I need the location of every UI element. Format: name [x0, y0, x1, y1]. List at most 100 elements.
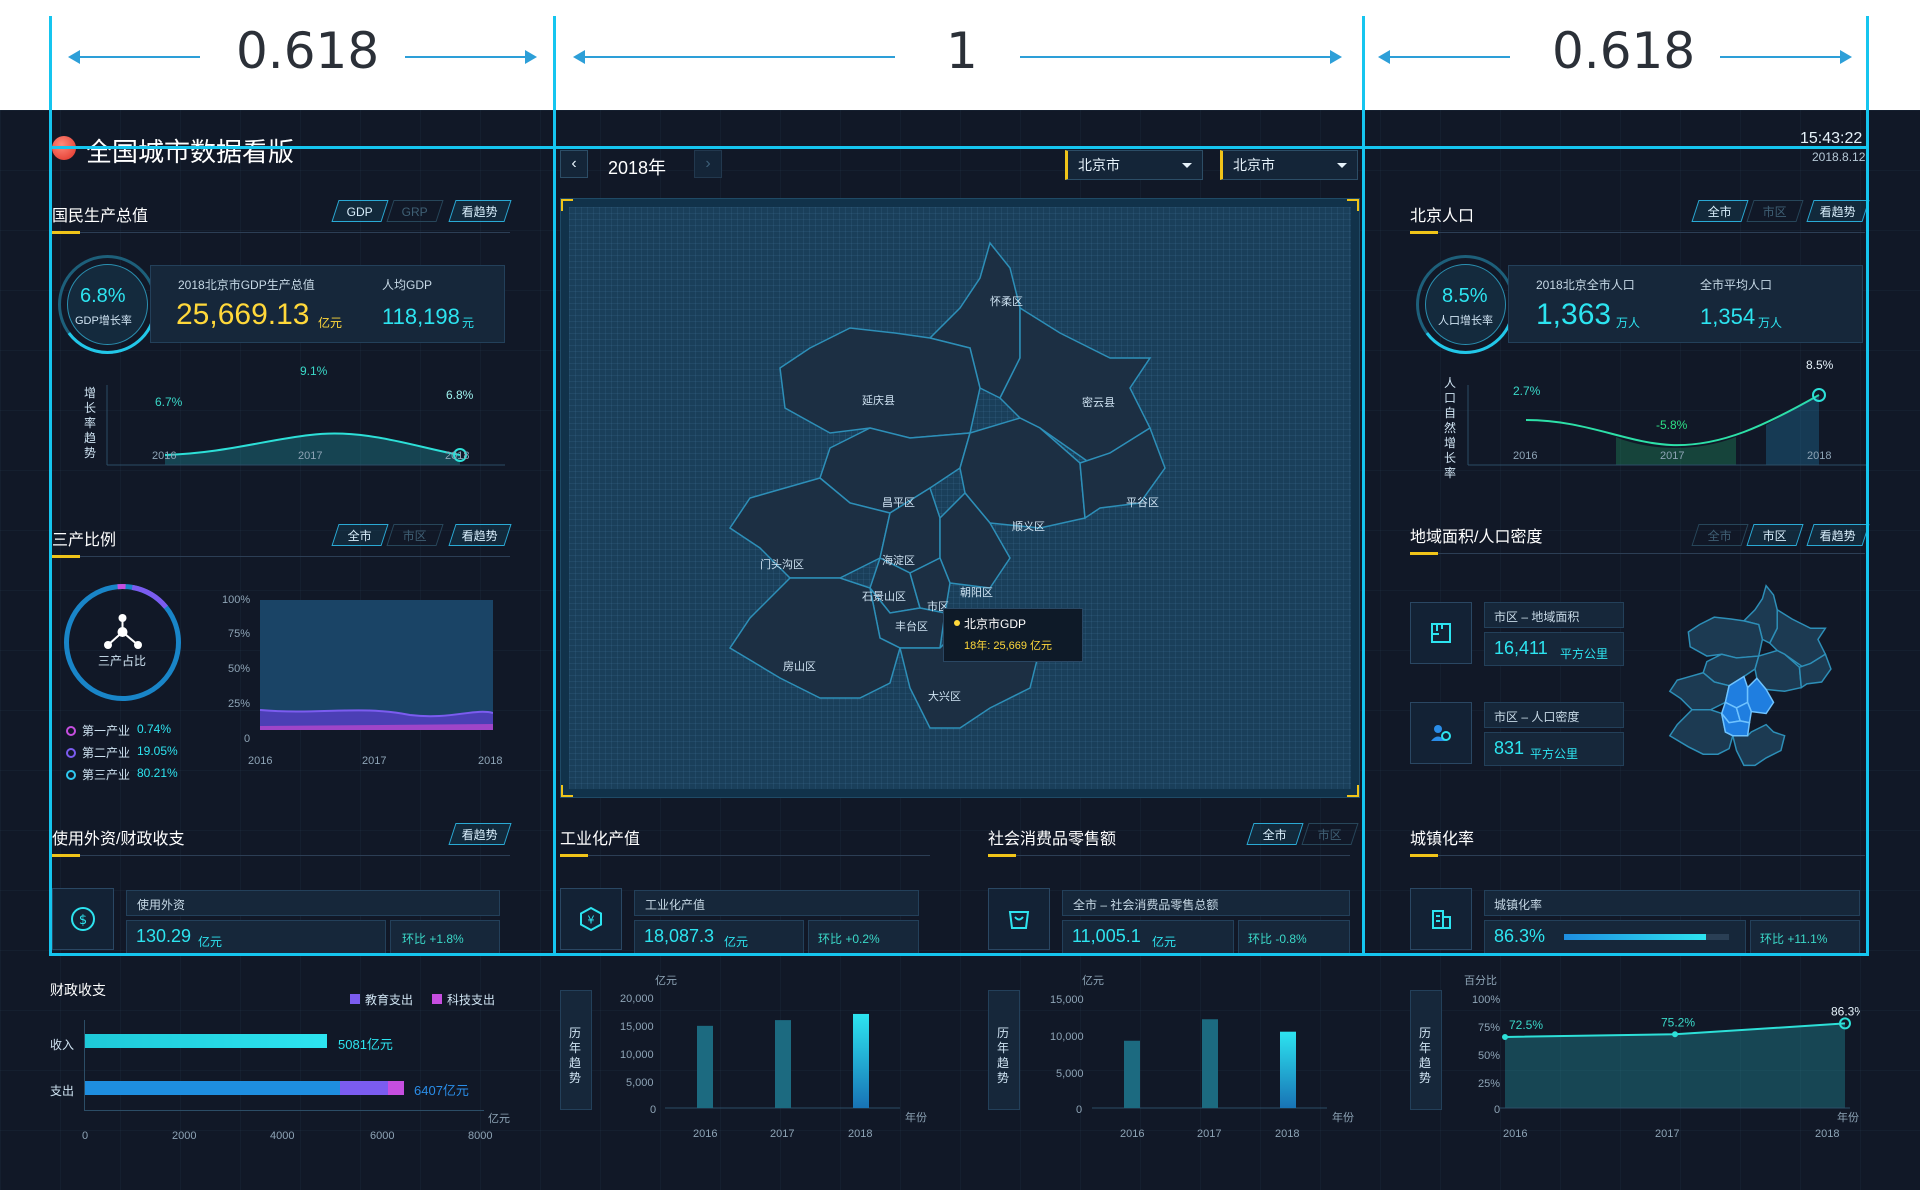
foreign-change: 环比 +1.8%	[402, 932, 464, 946]
map-label: 昌平区	[882, 497, 915, 509]
x-tick: 2018	[1275, 1128, 1300, 1140]
map-label: 延庆县	[862, 395, 895, 407]
chip-trend[interactable]: 看趋势	[448, 823, 512, 845]
y-tick: 25%	[228, 698, 251, 710]
population-summary-card	[1508, 265, 1863, 343]
x-tick: 2017	[1197, 1128, 1222, 1140]
legend-name: 第一产业	[82, 724, 131, 738]
prev-year-button[interactable]: ‹	[560, 150, 588, 178]
urban-section-title: 城镇化率	[1410, 831, 1475, 848]
population-rate-value: 8.5%	[1442, 285, 1488, 307]
corner-mark	[561, 785, 573, 797]
map-label: 丰台区	[895, 621, 928, 633]
chip-urban[interactable]: 市区	[1301, 823, 1359, 845]
population-trend-chart	[1467, 385, 1866, 466]
chip-trend[interactable]: 看趋势	[1806, 524, 1870, 546]
trend-tab-label: 历年趋势	[569, 1026, 582, 1085]
chip-trend[interactable]: 看趋势	[448, 200, 512, 222]
x-tick: 2016	[248, 755, 273, 767]
chip-all-city[interactable]: 全市	[1246, 823, 1304, 845]
chip-urban[interactable]: 市区	[1746, 524, 1804, 546]
y-tick: 0	[1076, 1104, 1083, 1116]
map-label: 门头沟区	[760, 559, 804, 571]
y-tick: 0	[244, 733, 251, 745]
y-tick: 20,000	[620, 993, 654, 1005]
retail-change: 环比 -0.8%	[1248, 932, 1307, 946]
chip-trend[interactable]: 看趋势	[448, 524, 512, 546]
yuan-icon: ¥	[560, 888, 622, 950]
guide-line	[49, 16, 52, 956]
urban-area	[1505, 1023, 1845, 1108]
chip-urban[interactable]: 市区	[386, 524, 444, 546]
trend-tab[interactable]	[560, 990, 592, 1110]
trend-tab[interactable]	[988, 990, 1020, 1110]
gdp-trend-chart	[106, 385, 505, 466]
legend-name: 第二产业	[82, 746, 131, 760]
building-icon	[1410, 888, 1472, 950]
beijing-map[interactable]	[690, 238, 1230, 768]
population-section-title: 北京人口	[1410, 208, 1475, 225]
trend-tab-label: 历年趋势	[997, 1026, 1010, 1085]
section-divider	[52, 231, 510, 234]
urban-progress-track	[1564, 934, 1729, 940]
chip-all-city[interactable]: 全市	[1691, 200, 1749, 222]
y-tick: 75%	[1478, 1022, 1501, 1034]
ratio-middle: 1	[946, 22, 978, 80]
trend-tab[interactable]	[1410, 990, 1442, 1110]
density-unit: 平方公里	[1530, 747, 1579, 761]
y-tick: 75%	[228, 628, 251, 640]
tooltip-dot-icon	[954, 620, 960, 626]
gdp-rate-label: GDP增长率	[75, 315, 132, 327]
fiscal-row-label: 支出	[50, 1084, 75, 1098]
area-label-card	[1484, 602, 1624, 628]
legend-dot-icon	[66, 726, 76, 736]
x-tick: 8000	[468, 1130, 493, 1142]
foreign-label: 使用外资	[137, 898, 186, 912]
legend-value: 0.74%	[137, 722, 172, 736]
next-year-button[interactable]: ›	[694, 150, 722, 178]
population-total-label: 2018北京全市人口	[1536, 278, 1635, 292]
retail-bar-2017	[1202, 1019, 1218, 1108]
y-unit: 百分比	[1464, 975, 1497, 987]
legend-name: 第三产业	[82, 768, 131, 782]
x-tick: 2016	[1120, 1128, 1145, 1140]
chip-all-city[interactable]: 全市	[331, 524, 389, 546]
map-label: 密云县	[1082, 397, 1115, 409]
ratio-ring-label: 三产占比	[98, 654, 147, 668]
industry-label: 工业化产值	[645, 898, 706, 912]
guide-line	[1866, 16, 1869, 956]
retail-label: 全市 – 社会消费品零售总额	[1073, 898, 1219, 912]
map-label: 石景山区	[862, 591, 906, 603]
map-label: 平谷区	[1126, 497, 1159, 509]
fiscal-edu-bar	[340, 1081, 388, 1095]
urban-label-card	[1484, 890, 1860, 916]
x-tick: 2018	[1807, 450, 1832, 462]
chip-all-city[interactable]: 全市	[1691, 524, 1749, 546]
fiscal-expense-bar	[85, 1081, 340, 1095]
industry-bar-2018	[853, 1013, 869, 1108]
urban-value: 86.3%	[1494, 926, 1546, 946]
guide-line	[1362, 16, 1365, 956]
chip-urban[interactable]: 市区	[1746, 200, 1804, 222]
chip-gdp[interactable]: GDP	[331, 200, 389, 222]
retail-bar-2018	[1280, 1031, 1296, 1108]
gdp-per-value: 118,198	[382, 304, 460, 329]
map-label: 怀柔区	[990, 296, 1023, 308]
map-label: 顺义区	[1012, 521, 1045, 533]
industry-bar-chart	[665, 1013, 900, 1109]
legend-value: 19.05%	[137, 744, 178, 758]
chip-grp[interactable]: GRP	[386, 200, 444, 222]
mini-beijing-map	[1668, 584, 1832, 767]
urban-point-2016	[1502, 1033, 1508, 1040]
fiscal-income-bar	[85, 1034, 327, 1048]
population-trend-label: 人口自然增长率	[1444, 376, 1457, 480]
tooltip-value: 18年: 25,669 亿元	[964, 640, 1053, 652]
density-label: 市区 – 人口密度	[1494, 710, 1580, 724]
chip-trend[interactable]: 看趋势	[1806, 200, 1870, 222]
y-tick: 50%	[1478, 1050, 1501, 1062]
users-icon	[1410, 702, 1472, 764]
city-select[interactable]: 北京市	[1220, 150, 1358, 180]
y-tick: 100%	[1472, 994, 1501, 1006]
province-select[interactable]: 北京市	[1065, 150, 1203, 180]
industry-value-card	[634, 920, 804, 954]
